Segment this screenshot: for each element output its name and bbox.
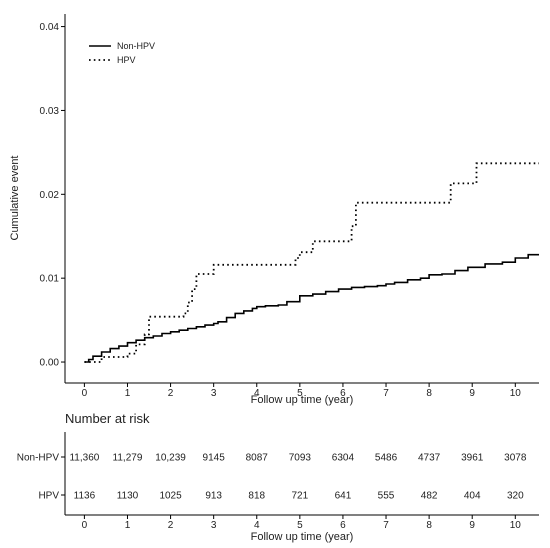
x-axis-title: Follow up time (year) <box>251 394 354 406</box>
risk-cell: 1130 <box>117 491 139 502</box>
x-tick-label: 8 <box>426 388 432 399</box>
risk-cell: 1136 <box>74 491 96 502</box>
risk-cell: 721 <box>292 491 309 502</box>
risk-cell: 320 <box>507 491 524 502</box>
risk-cell: 10,239 <box>155 453 186 464</box>
x-tick-label: 6 <box>340 388 346 399</box>
risk-x-tick-label: 2 <box>168 520 174 531</box>
risk-x-tick-label: 3 <box>211 520 217 531</box>
risk-cell: 404 <box>464 491 481 502</box>
risk-cell: 913 <box>205 491 222 502</box>
x-tick-label: 3 <box>211 388 217 399</box>
risk-row-label: HPV <box>38 491 59 502</box>
risk-rows: Non-HPV 11,360 11,279 10,239 9145 8087 7093 630… <box>17 453 527 502</box>
risk-cell: 1025 <box>159 491 182 502</box>
y-tick-label: 0.01 <box>40 274 60 285</box>
risk-table: Number at risk Non-HPV 11,360 11,279 10,239… <box>17 411 539 543</box>
risk-cell: 5486 <box>375 453 398 464</box>
y-tick-label: 0.04 <box>40 22 60 33</box>
risk-table-title: Number at risk <box>65 411 150 426</box>
y-ticks: 0.00 0.01 0.02 0.03 0.04 <box>40 22 65 369</box>
risk-cell: 6304 <box>332 453 355 464</box>
x-tick-label: 10 <box>510 388 522 399</box>
risk-row-label: Non-HPV <box>17 453 60 464</box>
x-tick-label: 1 <box>125 388 131 399</box>
risk-cell: 818 <box>248 491 265 502</box>
x-tick-label: 0 <box>82 388 88 399</box>
risk-cell: 482 <box>421 491 438 502</box>
x-tick-label: 7 <box>383 388 389 399</box>
risk-x-tick-label: 6 <box>340 520 346 531</box>
x-ticks: 0 1 2 3 4 5 6 7 8 9 10 <box>82 383 522 399</box>
x-tick-label: 5 <box>297 388 303 399</box>
x-tick-label: 9 <box>469 388 475 399</box>
risk-x-ticks: 0 1 2 3 4 5 6 7 8 9 10 <box>82 515 522 531</box>
y-axis-title: Cumulative event <box>9 156 21 241</box>
x-tick-label: 2 <box>168 388 174 399</box>
y-tick-label: 0.00 <box>40 358 60 369</box>
series-line-non-hpv <box>84 253 539 363</box>
risk-cell: 11,360 <box>69 453 99 464</box>
legend-label-hpv: HPV <box>117 55 136 65</box>
risk-x-tick-label: 5 <box>297 520 303 531</box>
risk-x-tick-label: 1 <box>125 520 131 531</box>
cumulative-event-plot: 0.00 0.01 0.02 0.03 0.04 0 1 2 3 4 5 6 7 8 9 10 Follow… <box>9 14 539 406</box>
risk-x-tick-label: 7 <box>383 520 389 531</box>
risk-x-tick-label: 10 <box>510 520 522 531</box>
y-tick-label: 0.03 <box>40 106 60 117</box>
series-line-hpv <box>84 162 539 363</box>
y-tick-label: 0.02 <box>40 190 60 201</box>
legend-label-non-hpv: Non-HPV <box>117 41 155 51</box>
series-layer <box>84 162 539 363</box>
risk-cell: 4737 <box>418 453 441 464</box>
risk-cell: 8087 <box>246 453 269 464</box>
risk-x-axis-title: Follow up time (year) <box>251 531 354 543</box>
risk-x-tick-label: 8 <box>426 520 432 531</box>
risk-cell: 641 <box>335 491 352 502</box>
risk-x-tick-label: 0 <box>82 520 88 531</box>
risk-cell: 11,279 <box>113 453 143 464</box>
risk-x-tick-label: 9 <box>469 520 475 531</box>
risk-cell: 555 <box>378 491 395 502</box>
risk-cell: 3078 <box>504 453 527 464</box>
risk-x-tick-label: 4 <box>254 520 260 531</box>
legend: Non-HPV HPV <box>89 41 155 65</box>
risk-cell: 9145 <box>203 453 226 464</box>
risk-cell: 7093 <box>289 453 312 464</box>
x-tick-label: 4 <box>254 388 260 399</box>
risk-cell: 3961 <box>461 453 484 464</box>
